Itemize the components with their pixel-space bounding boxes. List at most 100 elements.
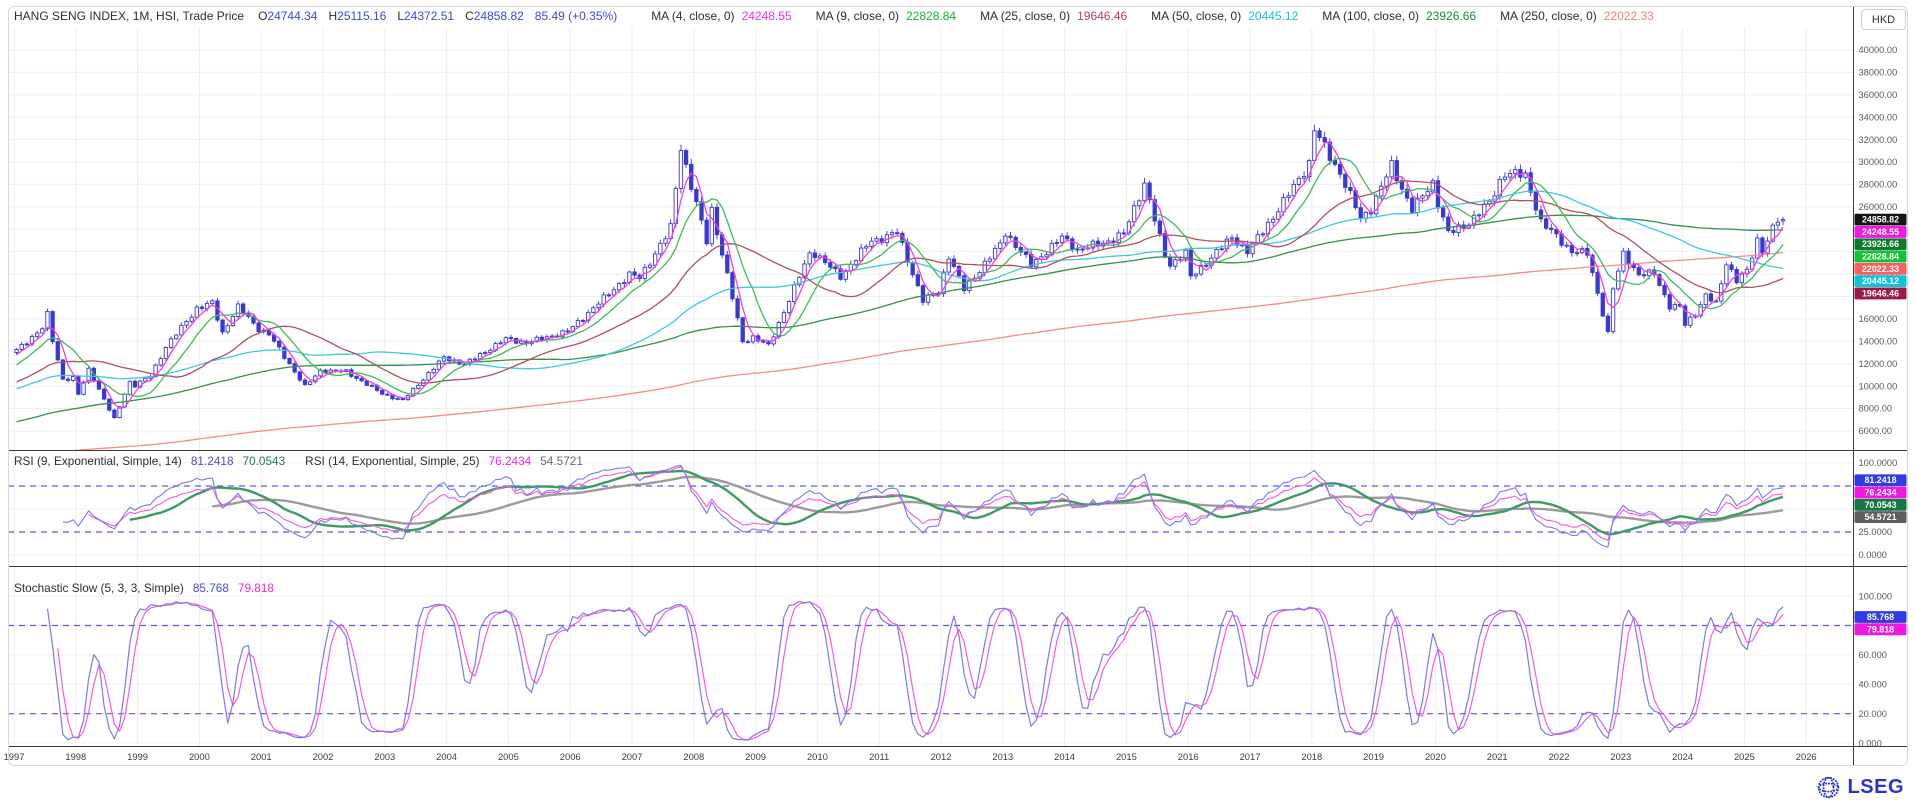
year-label: 2008 xyxy=(683,751,704,762)
high-field: H25115.16 xyxy=(328,9,387,23)
stochastic-panel-header: Stochastic Slow (5, 3, 3, Simple) 85.768… xyxy=(14,581,274,595)
price-axis-label: 32000.00 xyxy=(1859,135,1898,145)
year-label: 1999 xyxy=(127,751,148,762)
stoch-axis-label: 0.000 xyxy=(1859,738,1882,748)
price-axis-label: 38000.00 xyxy=(1859,68,1898,78)
axis-badge xyxy=(1854,213,1907,226)
stochastic-lines xyxy=(46,600,1784,741)
year-label: 2020 xyxy=(1425,751,1446,762)
rsi-panel-header: RSI (9, Exponential, Simple, 14) 81.2418… xyxy=(14,454,583,468)
year-label: 2021 xyxy=(1487,751,1508,762)
year-label: 2017 xyxy=(1240,751,1261,762)
low-field: L24372.51 xyxy=(397,9,455,23)
price-axis-label: 10000.00 xyxy=(1859,381,1898,391)
year-label: 2015 xyxy=(1116,751,1137,762)
axis-badge-value: 22828.84 xyxy=(1862,252,1899,262)
axis-badge-value: 85.768 xyxy=(1867,612,1894,622)
rsi9-value: 81.2418 xyxy=(190,454,234,468)
axis-badge-value: 24858.82 xyxy=(1862,215,1899,225)
rsi9-avg-value: 70.0543 xyxy=(242,454,286,468)
rsi-axis-label: 100.0000 xyxy=(1859,458,1898,468)
axis-badge xyxy=(1854,262,1907,275)
panel-frame xyxy=(8,6,1908,766)
year-label: 2011 xyxy=(869,751,889,762)
year-label: 2003 xyxy=(374,751,395,762)
stoch-axis-label: 60.000 xyxy=(1859,650,1887,660)
year-label: 2012 xyxy=(931,751,952,762)
axis-badge-value: 23926.66 xyxy=(1862,239,1899,249)
year-label: 2024 xyxy=(1672,751,1693,762)
open-field: O24744.34 xyxy=(258,9,318,23)
stochastic-title: Stochastic Slow (5, 3, 3, Simple) xyxy=(14,581,184,595)
year-label: 2018 xyxy=(1301,751,1322,762)
net-change: 85.49 (+0.35%) xyxy=(534,9,618,23)
axis-badge xyxy=(1854,287,1907,300)
price-axis-label: 8000.00 xyxy=(1859,404,1893,414)
year-label: 2026 xyxy=(1796,751,1817,762)
lseg-wordmark: LSEG xyxy=(1847,775,1904,798)
year-label: 2004 xyxy=(436,751,457,762)
stoch-axis-label: 20.000 xyxy=(1859,709,1887,719)
stoch-axis-label: 40.000 xyxy=(1859,679,1887,689)
axis-badge xyxy=(1854,238,1907,251)
axis-badge-value: 19646.46 xyxy=(1862,288,1899,298)
axis-badge-value: 54.5721 xyxy=(1864,512,1896,522)
close-field: C24858.82 xyxy=(465,9,524,23)
price-axis-label: 40000.00 xyxy=(1859,45,1898,55)
year-label: 2002 xyxy=(313,751,334,762)
price-axis-label: 16000.00 xyxy=(1859,314,1898,324)
axis-badge xyxy=(1854,275,1907,288)
rsi9-title: RSI (9, Exponential, Simple, 14) xyxy=(14,454,182,468)
ma-legend-100: MA (100, close, 0) 23926.66 xyxy=(1322,9,1477,23)
price-axis-label: 36000.00 xyxy=(1859,90,1898,100)
year-label: 2014 xyxy=(1054,751,1075,762)
currency-chip: HKD xyxy=(1861,9,1906,30)
axis-badge-value: 79.818 xyxy=(1867,624,1894,634)
price-axis-label: 12000.00 xyxy=(1859,359,1898,369)
axis-badge xyxy=(1854,474,1907,487)
price-axis-label: 30000.00 xyxy=(1859,157,1898,167)
axis-badge xyxy=(1854,623,1907,636)
lseg-globe-icon xyxy=(1817,776,1839,798)
price-axis-label: 26000.00 xyxy=(1859,202,1898,212)
instrument-title: HANG SENG INDEX, 1M, HSI, Trade Price xyxy=(14,9,245,23)
ma-legend-50: MA (50, close, 0) 20445.12 xyxy=(1151,9,1299,23)
axis-badge-value: 20445.12 xyxy=(1862,276,1899,286)
price-axis-label: 14000.00 xyxy=(1859,337,1898,347)
axis-badge xyxy=(1854,486,1907,499)
axis-badge xyxy=(1854,226,1907,238)
rsi14-value: 76.2434 xyxy=(488,454,532,468)
year-label: 2001 xyxy=(251,751,272,762)
time-axis[interactable]: 1997 1998 1999 2000 2001 2002 2003 2004 2005 2006… xyxy=(4,751,1817,762)
rsi-axis-label: 0.0000 xyxy=(1859,550,1887,560)
rsi-axis-label: 75.0000 xyxy=(1859,481,1893,491)
year-label: 2025 xyxy=(1734,751,1755,762)
rsi-lines xyxy=(62,464,1784,548)
axis-badge xyxy=(1854,611,1907,623)
year-label: 2016 xyxy=(1178,751,1199,762)
axis-badge xyxy=(1854,511,1907,524)
stochastic-d-value: 79.818 xyxy=(237,581,274,595)
moving-average-lines xyxy=(16,142,1784,450)
year-label: 2005 xyxy=(498,751,519,762)
rsi-axis-label: 25.0000 xyxy=(1859,527,1893,537)
ma-legend-4: MA (4, close, 0) 24248.55 xyxy=(651,9,792,23)
axis-badge xyxy=(1854,250,1907,263)
year-label: 2022 xyxy=(1549,751,1570,762)
stochastic-k-value: 85.768 xyxy=(192,581,229,595)
axis-badge xyxy=(1854,498,1907,511)
year-label: 1997 xyxy=(4,751,25,762)
gridlines xyxy=(8,28,1853,746)
price-axis[interactable]: 40000.00 38000.00 36000.00 34000.00 32000.00… xyxy=(1854,45,1907,748)
chart-header: HANG SENG INDEX, 1M, HSI, Trade Price O2… xyxy=(14,8,1654,24)
year-label: 2009 xyxy=(745,751,766,762)
year-label: 2007 xyxy=(622,751,643,762)
price-axis-label: 6000.00 xyxy=(1859,426,1893,436)
lseg-logo: LSEG xyxy=(1816,774,1904,800)
ma-legend-250: MA (250, close, 0) 22022.33 xyxy=(1500,9,1654,23)
axis-badge-value: 81.2418 xyxy=(1864,475,1896,485)
axis-badge-value: 70.0543 xyxy=(1864,500,1896,510)
